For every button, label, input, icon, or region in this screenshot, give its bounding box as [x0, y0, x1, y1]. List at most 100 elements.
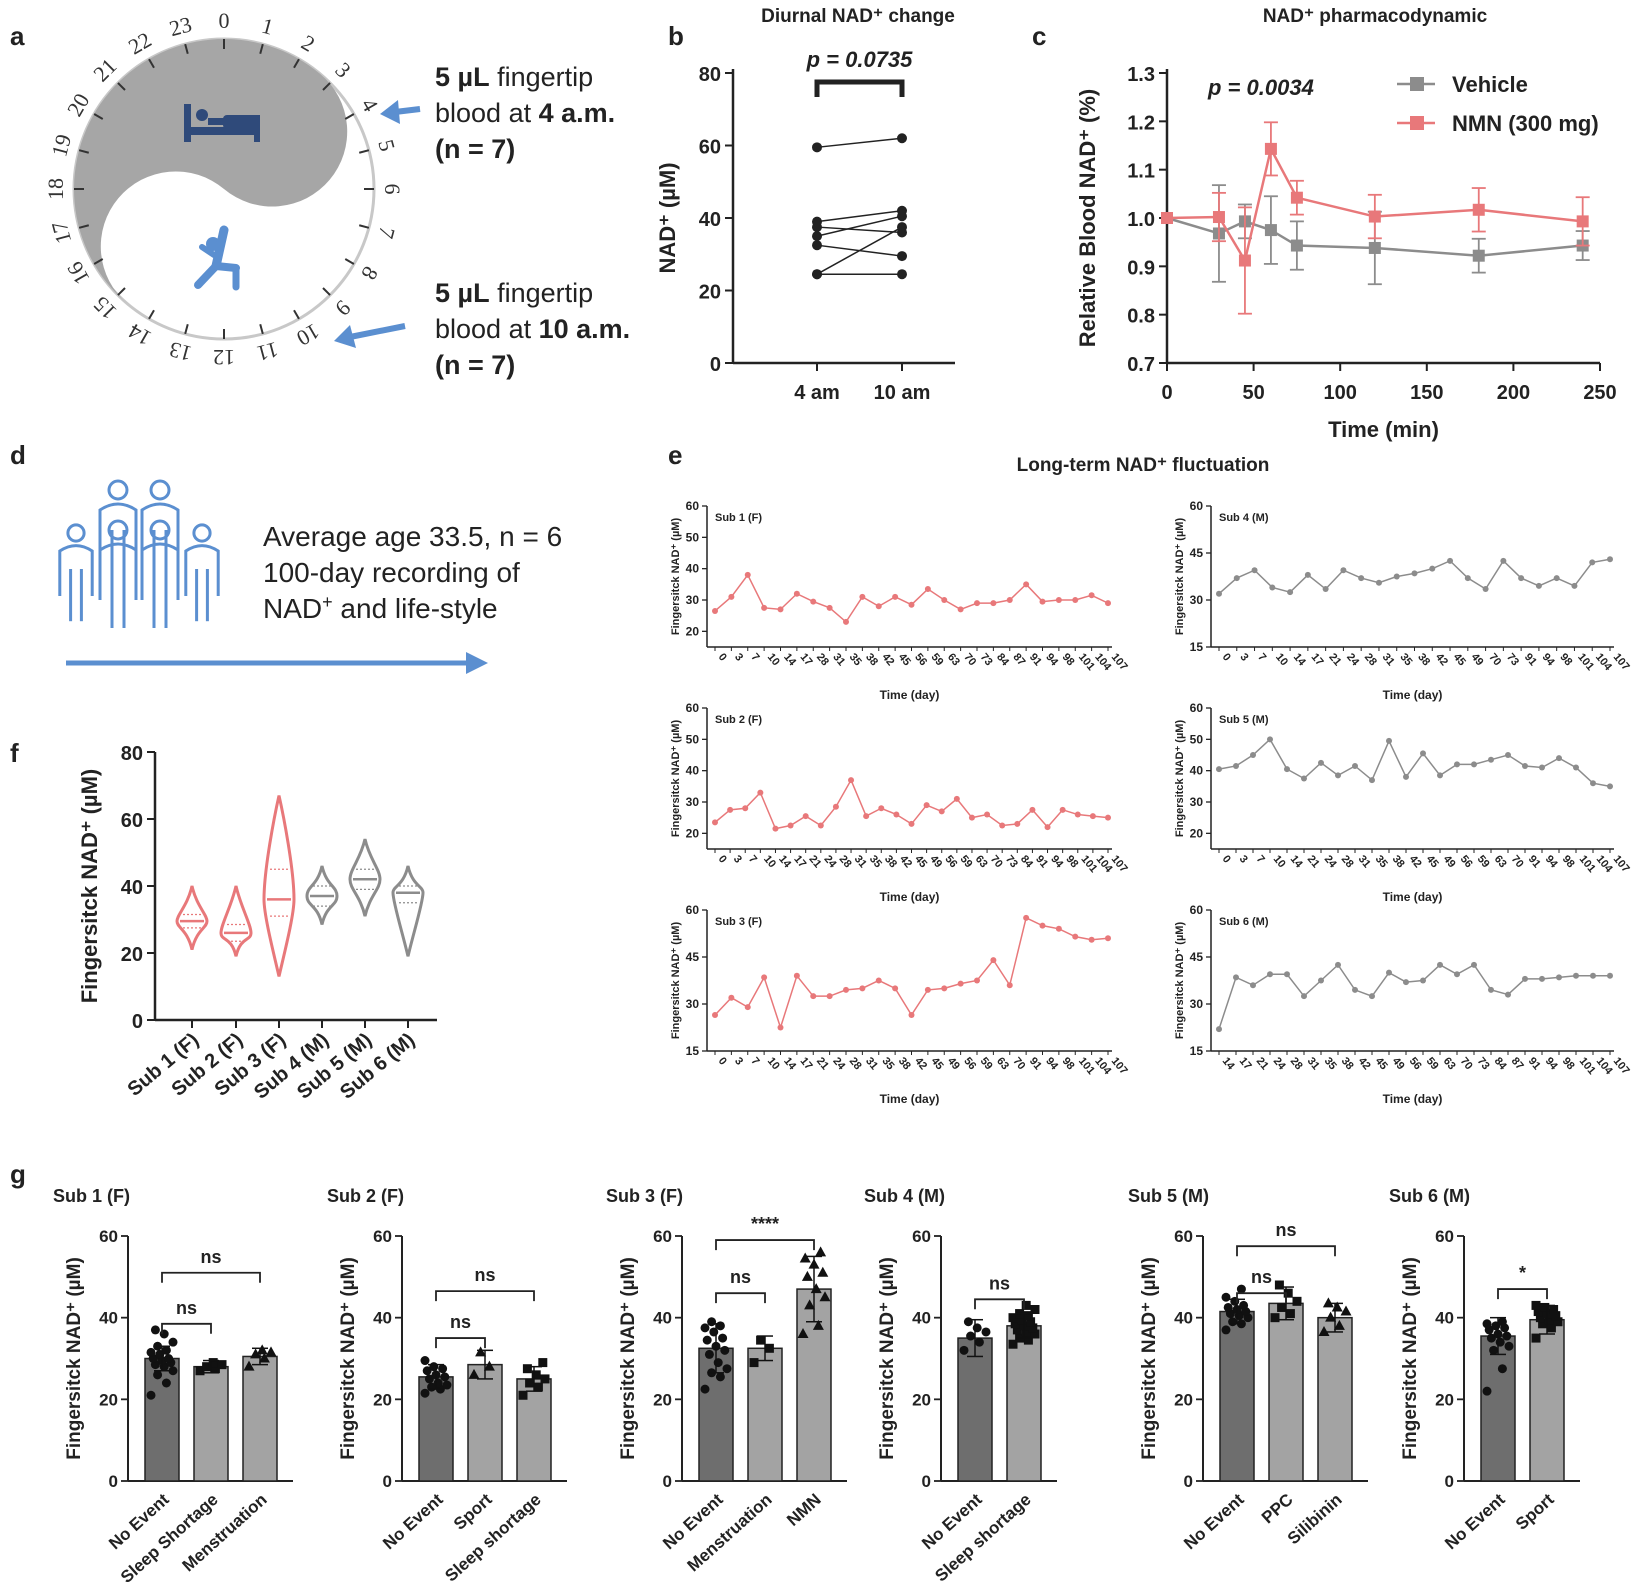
- chart-e-xtick-label: 49: [945, 1055, 962, 1072]
- clock-number: 5: [373, 137, 400, 154]
- chart-c-legend-label: Vehicle: [1452, 72, 1528, 97]
- chart-e-xtick-label: 17: [791, 853, 808, 870]
- chart-e-xtick-label: 98: [1060, 1055, 1077, 1072]
- chart-e-point: [1500, 557, 1507, 564]
- chart-g-bar: [242, 1355, 278, 1482]
- chart-g-significance-bracket: [435, 1337, 486, 1349]
- chart-g-point: [1340, 1305, 1352, 1316]
- yin-yang-night-half: [74, 39, 348, 304]
- chart-e-xtick-label: 70: [961, 651, 978, 668]
- chart-c-point: [1161, 212, 1173, 224]
- chart-g-point: [1285, 1309, 1295, 1319]
- chart-g-point: [433, 1378, 443, 1388]
- chart-g-ytick-label: 40: [912, 1309, 931, 1328]
- chart-g-point: [265, 1346, 277, 1357]
- chart-g-point: [243, 1360, 255, 1371]
- chart-e-xtick-label: 84: [1018, 853, 1036, 871]
- chart-e-xtick-label: 91: [1033, 853, 1050, 870]
- chart-g-point: [538, 1358, 548, 1368]
- chart-e-ytick-label: 60: [686, 499, 700, 513]
- chart-e-xtick-label: 10: [765, 651, 782, 668]
- clock-number: 17: [46, 219, 76, 247]
- chart-b-point: [812, 269, 822, 280]
- chart-e-point: [1352, 762, 1358, 769]
- chart-e-point: [1216, 1026, 1222, 1033]
- n-10am: (n = 7): [435, 350, 515, 380]
- chart-e-xtick-label: 7: [746, 853, 759, 865]
- clock-number: 10: [292, 319, 324, 352]
- chart-g-point: [168, 1366, 178, 1376]
- chart-g-point: [161, 1378, 171, 1388]
- study-line-1: Average age 33.5, n = 6: [263, 521, 562, 552]
- chart-e-point: [1607, 556, 1613, 563]
- person-body: [98, 542, 138, 600]
- chart-e-point: [1358, 575, 1365, 582]
- chart-e-xtick-label: 7: [748, 1055, 761, 1067]
- clock-tick: [148, 309, 155, 320]
- chart-e-subplot: Sub 5 (M) 20 30 40 50 60 Fingersitck NAD⁺ (µM)…: [1174, 701, 1632, 904]
- chart-e-point: [953, 795, 960, 802]
- chart-e-point: [924, 986, 931, 993]
- clock-tick: [322, 287, 331, 296]
- chart-g-point: [440, 1372, 450, 1382]
- chart-c-xtick-label: 250: [1583, 382, 1616, 404]
- chart-e-point: [1522, 975, 1528, 982]
- chart-c-title: NAD⁺ pharmacodynamic: [1263, 6, 1488, 27]
- chart-e-xtick-label: 49: [1469, 651, 1486, 668]
- chart-e-xtick-label: 42: [1407, 853, 1424, 870]
- chart-c-legend-marker: [1410, 116, 1424, 130]
- study-line-3-sup: +: [322, 592, 333, 612]
- chart-c-point: [1264, 224, 1277, 237]
- chart-g-subplot-label: Sub 6 (M): [1389, 1186, 1470, 1206]
- chart-g-significance-label: ns: [450, 1312, 471, 1332]
- chart-e-xtick-label: 0: [1220, 853, 1233, 865]
- chart-e-xtick-label: 45: [1373, 1055, 1390, 1072]
- person-head: [149, 479, 171, 501]
- person-head: [192, 523, 212, 543]
- chart-g-bar: [1317, 1316, 1353, 1482]
- chart-e-xtick-label: 98: [1060, 651, 1077, 668]
- chart-e-point: [1539, 975, 1545, 982]
- chart-e-point: [1420, 750, 1426, 757]
- chart-e-ylabel: Fingersitck NAD⁺ (µM): [1174, 922, 1186, 1040]
- chart-g-point: [707, 1317, 717, 1327]
- chart-e-point: [1589, 559, 1596, 566]
- chart-e-xtick-label: 63: [973, 853, 990, 870]
- chart-f-violin: [219, 885, 253, 957]
- chart-g-point: [1008, 1313, 1018, 1323]
- chart-g-point: [815, 1246, 827, 1257]
- chart-g-subplot-label: Sub 4 (M): [864, 1186, 945, 1206]
- chart-g-point: [256, 1344, 268, 1355]
- timeline-arrowhead: [466, 652, 488, 674]
- chart-g-point: [1030, 1305, 1040, 1314]
- chart-g-bar: [1006, 1325, 1042, 1482]
- chart-g-ytick-label: 40: [99, 1309, 118, 1328]
- clock-number: 12: [213, 345, 235, 370]
- chart-e-xtick-label: 31: [1305, 1055, 1322, 1072]
- panel-letter-f: f: [10, 738, 19, 768]
- chart-c-point: [1576, 215, 1589, 228]
- chart-g-significance-bracket: [1236, 1245, 1336, 1257]
- chart-g-point: [1023, 1335, 1033, 1345]
- chart-e-point: [1556, 755, 1562, 762]
- person-body: [184, 544, 220, 596]
- sample-4am-label: 5 µL fingertip blood at 4 a.m. (n = 7): [435, 62, 615, 164]
- chart-g-point: [210, 1364, 220, 1374]
- chart-e-point: [1250, 982, 1256, 989]
- chart-e-xtick-label: 63: [994, 1055, 1011, 1072]
- chart-e-xtick-label: 28: [1339, 853, 1356, 870]
- chart-g-significance-bracket: [161, 1271, 261, 1283]
- chart-e-point: [1403, 773, 1409, 780]
- chart-g-ytick-label: 60: [1435, 1227, 1454, 1246]
- chart-e-ylabel: Fingersitck NAD⁺ (µM): [670, 720, 682, 838]
- chart-e-xtick-label: 24: [1344, 651, 1362, 669]
- chart-e-point: [863, 813, 870, 820]
- chart-c-xtick-label: 100: [1324, 382, 1357, 404]
- chart-g-point: [704, 1349, 714, 1359]
- chart-e-xtick-label: 101: [1577, 1055, 1598, 1077]
- chart-g-point: [1495, 1337, 1505, 1347]
- clock-number: 7: [373, 224, 400, 241]
- chart-g-ytick-label: 40: [1174, 1309, 1193, 1328]
- chart-g-significance-label: ns: [474, 1265, 495, 1285]
